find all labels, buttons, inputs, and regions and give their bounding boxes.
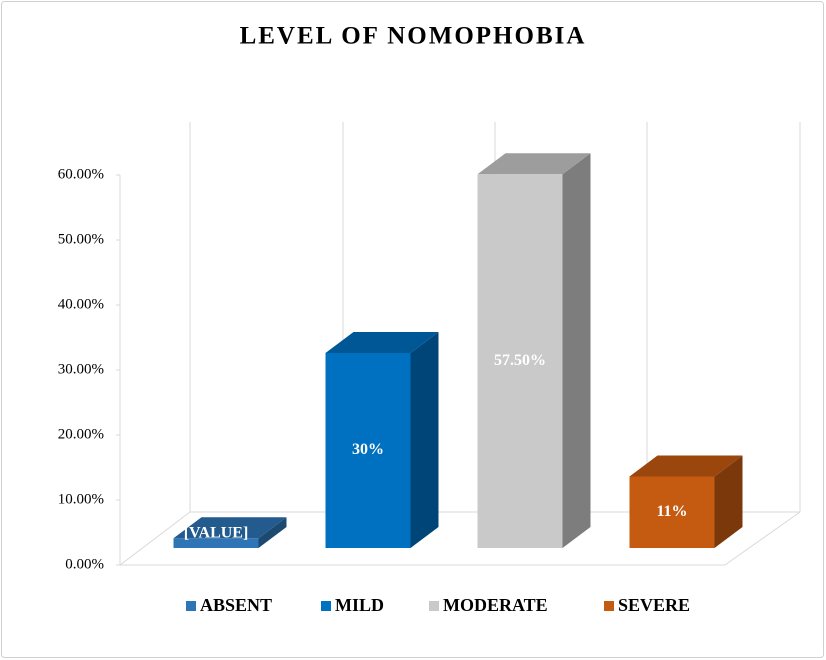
bar	[477, 153, 591, 548]
legend-label: SEVERE	[618, 595, 690, 615]
bar-top	[477, 153, 591, 175]
value-label: 11%	[656, 503, 687, 520]
y-tick-label: 60.00%	[58, 166, 104, 182]
y-tick-label: 0.00%	[65, 556, 104, 572]
bar-front	[477, 174, 563, 548]
bar-top	[325, 332, 439, 353]
y-tick-label: 10.00%	[58, 491, 104, 507]
bar	[325, 332, 439, 548]
legend-swatch	[186, 601, 196, 611]
chart-title: LEVEL OF NOMOPHOBIA	[240, 23, 587, 50]
legend-label: MILD	[335, 595, 384, 615]
value-label: 57.50%	[494, 352, 546, 369]
bar-side	[410, 332, 439, 548]
value-label: 30%	[352, 441, 384, 458]
legend-label: MODERATE	[443, 595, 548, 615]
y-tick-label: 30.00%	[58, 361, 104, 377]
y-tick-label: 50.00%	[58, 231, 104, 247]
bar	[629, 455, 743, 548]
bar	[173, 517, 287, 548]
bar-side	[258, 517, 287, 548]
bar-side	[714, 455, 743, 548]
legend-swatch	[429, 601, 439, 611]
bar-front	[173, 538, 259, 548]
y-tick-label: 40.00%	[58, 296, 104, 312]
legend-swatch	[604, 601, 614, 611]
bar-top	[629, 455, 743, 477]
bar-front	[325, 353, 411, 548]
bar-front	[629, 476, 715, 548]
y-tick-label: 20.00%	[58, 426, 104, 442]
value-label: [VALUE]	[184, 525, 249, 542]
bar-side	[562, 153, 591, 548]
legend-swatch	[321, 601, 331, 611]
bar-top	[173, 517, 287, 539]
legend-label: ABSENT	[200, 595, 272, 615]
